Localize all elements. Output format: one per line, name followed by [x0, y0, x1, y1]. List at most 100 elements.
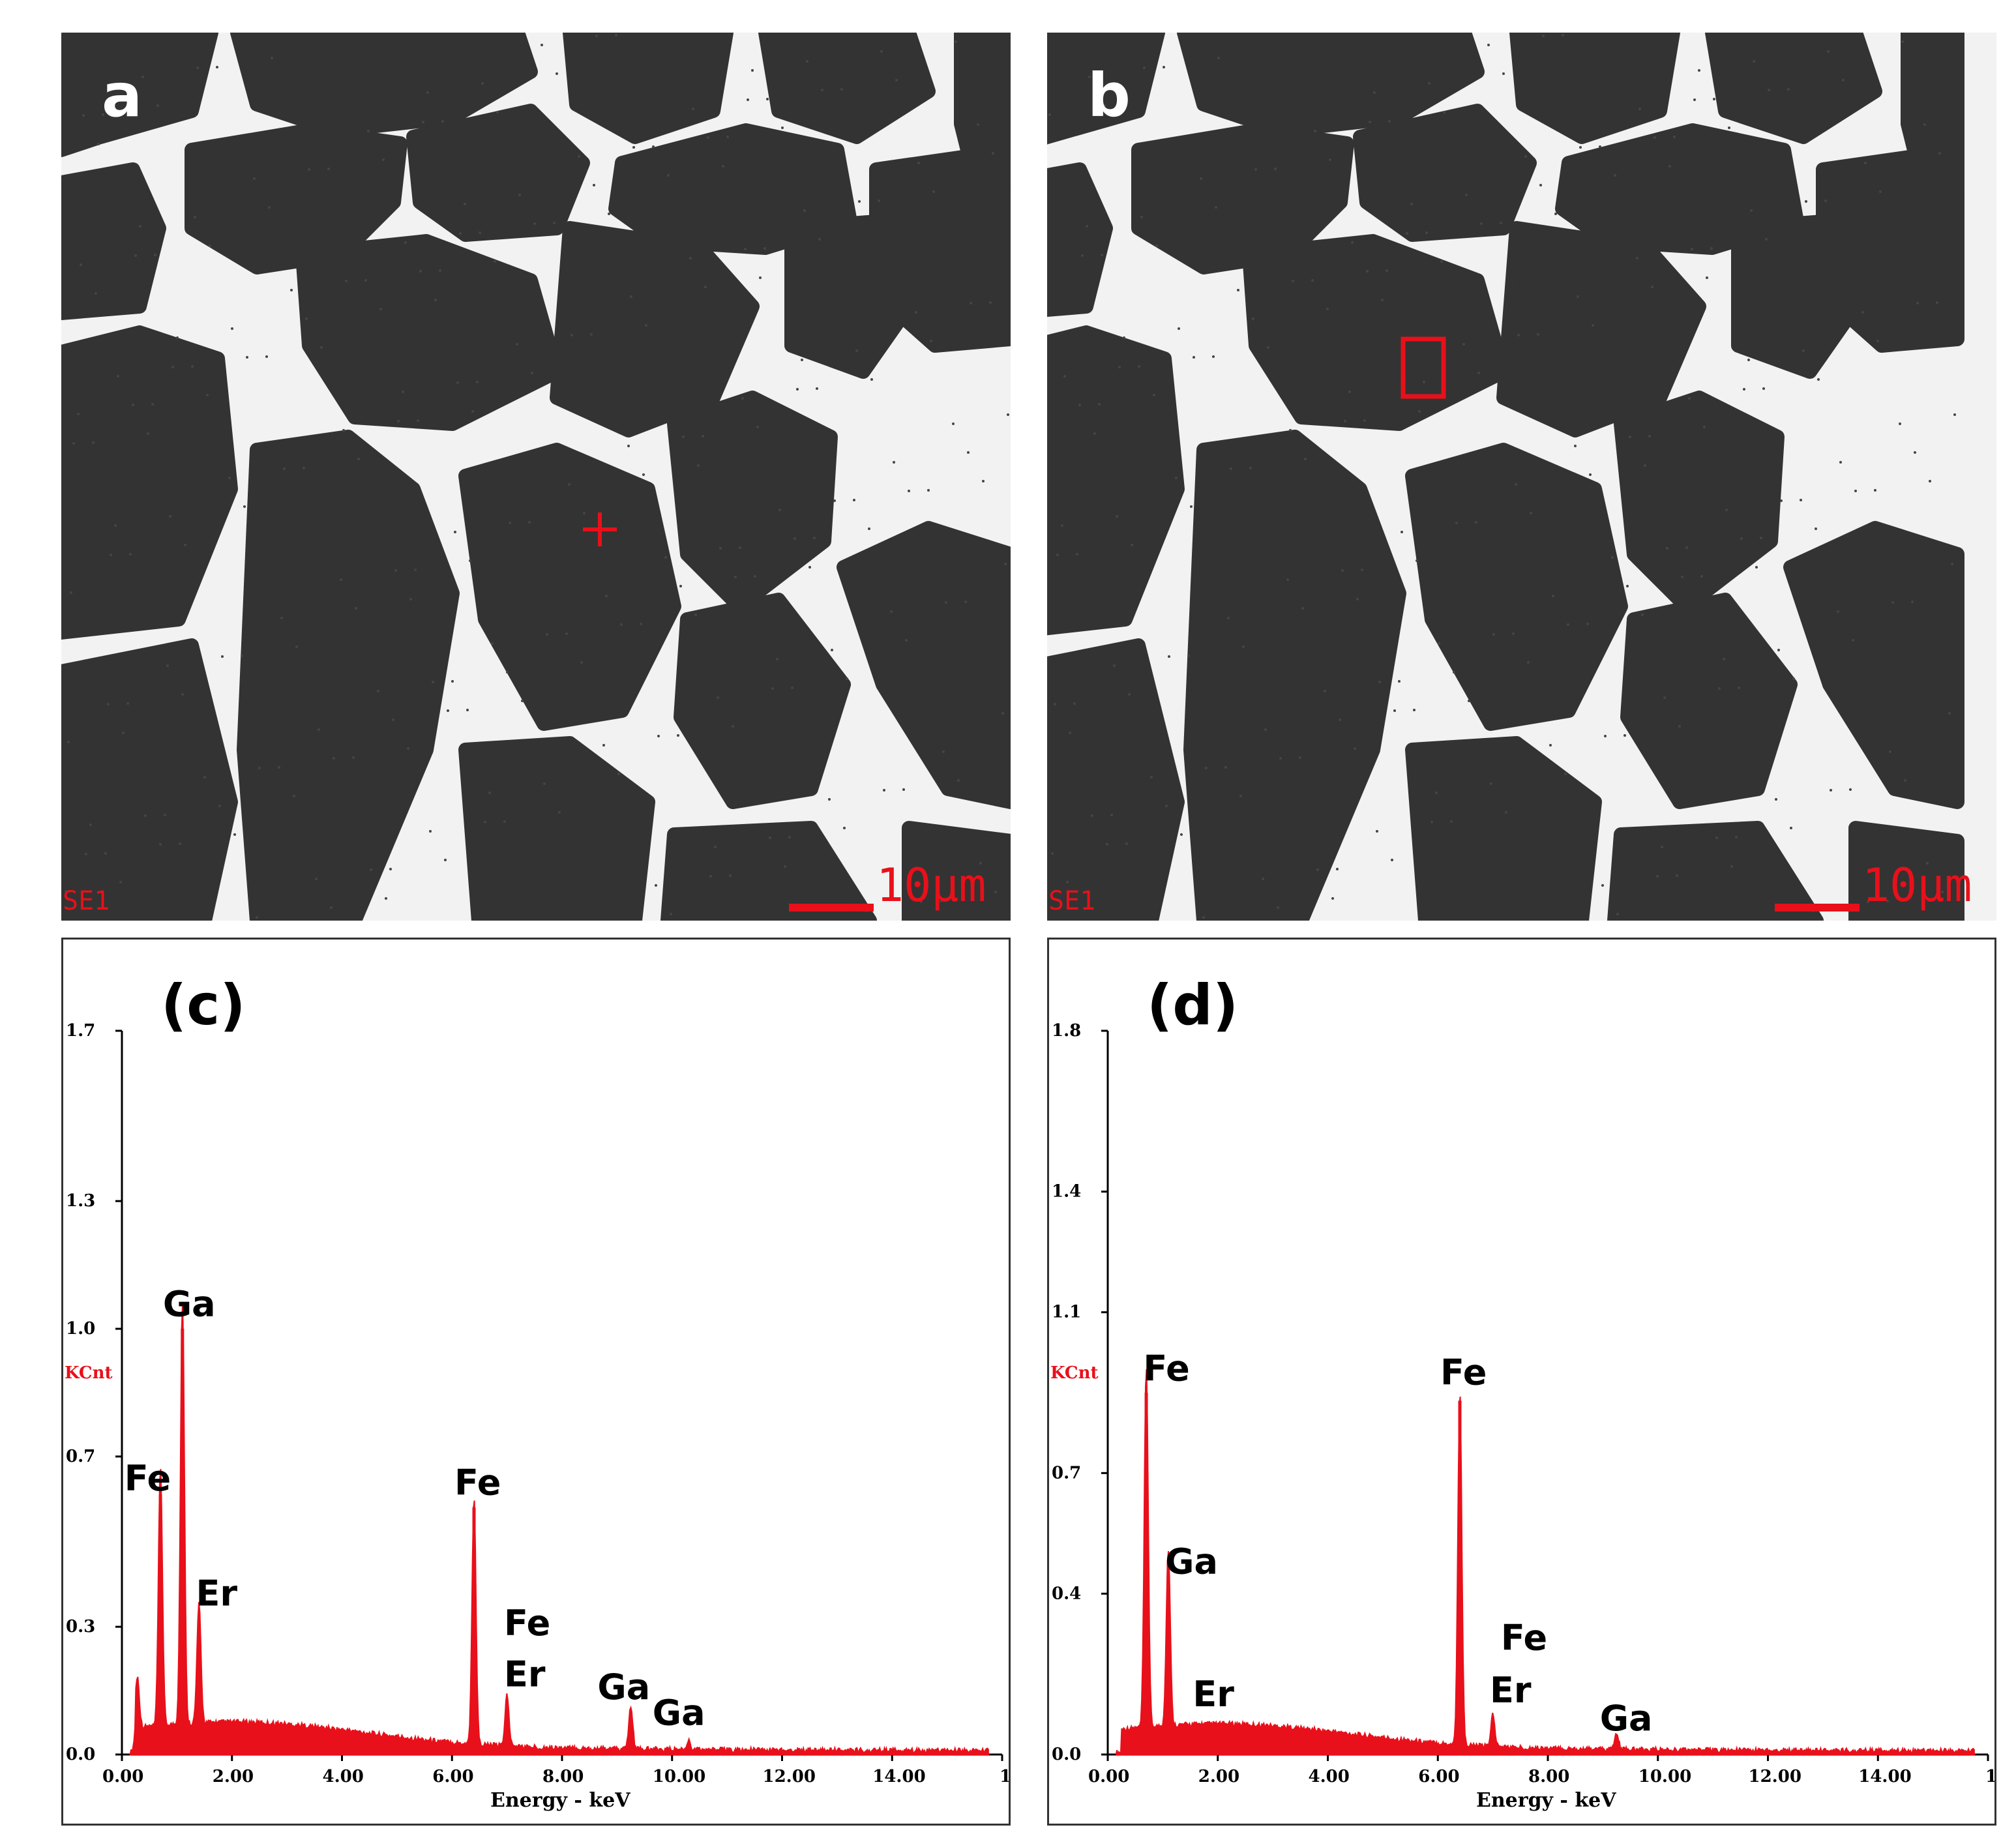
noise-dot [1193, 356, 1195, 359]
noise-dot [679, 585, 682, 587]
noise-dot [717, 696, 719, 699]
noise-dot [516, 343, 518, 346]
noise-dot [422, 121, 424, 123]
x-tick-label: 16 [1000, 1767, 1009, 1786]
noise-dot [315, 878, 318, 880]
noise-dot [1078, 404, 1081, 406]
noise-dot [1316, 868, 1319, 871]
panel-label: (c) [161, 973, 246, 1038]
x-tick-label: 6.00 [1418, 1767, 1459, 1786]
noise-dot [345, 280, 348, 282]
noise-dot [1653, 136, 1656, 139]
noise-dot [352, 756, 355, 759]
y-tick-label: 1.4 [1052, 1182, 1081, 1202]
noise-dot [1710, 247, 1713, 250]
peak-annotation: Fe [504, 1603, 550, 1644]
noise-dot [521, 700, 524, 702]
noise-dot [1668, 165, 1671, 168]
noise-dot [481, 82, 484, 85]
noise-dot [1289, 429, 1292, 432]
noise-dot [1792, 677, 1795, 680]
noise-dot [414, 569, 417, 571]
noise-dot [85, 853, 87, 855]
noise-dot [1837, 610, 1839, 613]
noise-dot [1048, 113, 1051, 116]
noise-dot [818, 238, 821, 241]
noise-dot [828, 798, 831, 801]
noise-dot [1864, 162, 1867, 164]
noise-dot [1428, 82, 1430, 85]
noise-dot [1651, 286, 1653, 288]
noise-dot [1527, 661, 1530, 664]
grain [230, 33, 538, 138]
noise-dot [1212, 355, 1215, 358]
x-tick-label: 12.00 [763, 1767, 816, 1786]
noise-dot [1093, 432, 1096, 435]
noise-dot [1286, 578, 1289, 581]
noise-dot [77, 413, 80, 415]
noise-dot [615, 34, 617, 37]
noise-dot [1929, 480, 1931, 482]
noise-dot [1827, 50, 1830, 53]
noise-dot [305, 318, 308, 320]
noise-dot [1292, 280, 1294, 282]
grain [1405, 443, 1628, 731]
noise-dot [1574, 445, 1577, 447]
y-tick-label: 0.0 [1052, 1745, 1081, 1764]
noise-dot [664, 556, 667, 559]
noise-dot [1066, 881, 1069, 883]
noise-dot [1530, 512, 1532, 514]
noise-dot [1554, 213, 1557, 215]
noise-dot [590, 333, 593, 336]
grain [902, 821, 1011, 921]
noise-dot [1579, 146, 1582, 149]
noise-dot [1477, 372, 1480, 374]
noise-dot [1406, 232, 1408, 235]
noise-dot [1629, 436, 1631, 438]
noise-dot [905, 639, 908, 642]
noise-dot [1224, 766, 1227, 769]
noise-dot [1542, 35, 1545, 37]
eds-chart-c: 0.0 0.3 0.7 1.0 1.3 1.7 0.00 2.00 4.00 6.00 8.00 10… [65, 973, 1009, 1812]
x-tick-label: 2.00 [1198, 1767, 1239, 1786]
noise-dot [454, 531, 456, 533]
grain [1614, 391, 1785, 614]
noise-dot [531, 372, 533, 374]
noise-dot [241, 655, 243, 657]
noise-dot [1324, 690, 1326, 692]
noise-dot [1249, 467, 1252, 469]
noise-dot [821, 89, 823, 91]
x-tick-label: 4.00 [323, 1767, 364, 1786]
noise-dot [1277, 906, 1279, 909]
noise-dot [565, 632, 568, 635]
noise-dot [702, 435, 704, 437]
noise-dot [67, 741, 70, 743]
noise-dot [553, 222, 556, 224]
noise-dot [80, 263, 82, 266]
noise-dot [1131, 544, 1133, 546]
noise-dot [1140, 216, 1143, 218]
noise-dot [568, 483, 571, 486]
noise-dot [194, 216, 196, 218]
noise-dot [964, 600, 967, 603]
noise-dot [1299, 756, 1301, 759]
noise-dot [1187, 655, 1190, 657]
y-tick-label: 1.7 [66, 1021, 95, 1041]
noise-dot [979, 862, 982, 865]
x-tick-label: 12.00 [1749, 1767, 1801, 1786]
noise-dot [1698, 69, 1700, 72]
x-tick-label: 14.00 [1858, 1767, 1911, 1786]
noise-dot [1462, 343, 1465, 346]
noise-dot [1492, 633, 1495, 636]
noise-dot [747, 98, 749, 101]
noise-dot [769, 837, 771, 839]
noise-dot [778, 509, 781, 511]
noise-dot [70, 591, 72, 594]
noise-dot [1678, 725, 1681, 728]
noise-dot [692, 108, 694, 110]
noise-dot [578, 155, 580, 158]
noise-dot [1703, 426, 1706, 428]
noise-dot [491, 642, 494, 645]
noise-dot [1242, 645, 1245, 648]
noise-dot [1879, 190, 1882, 193]
